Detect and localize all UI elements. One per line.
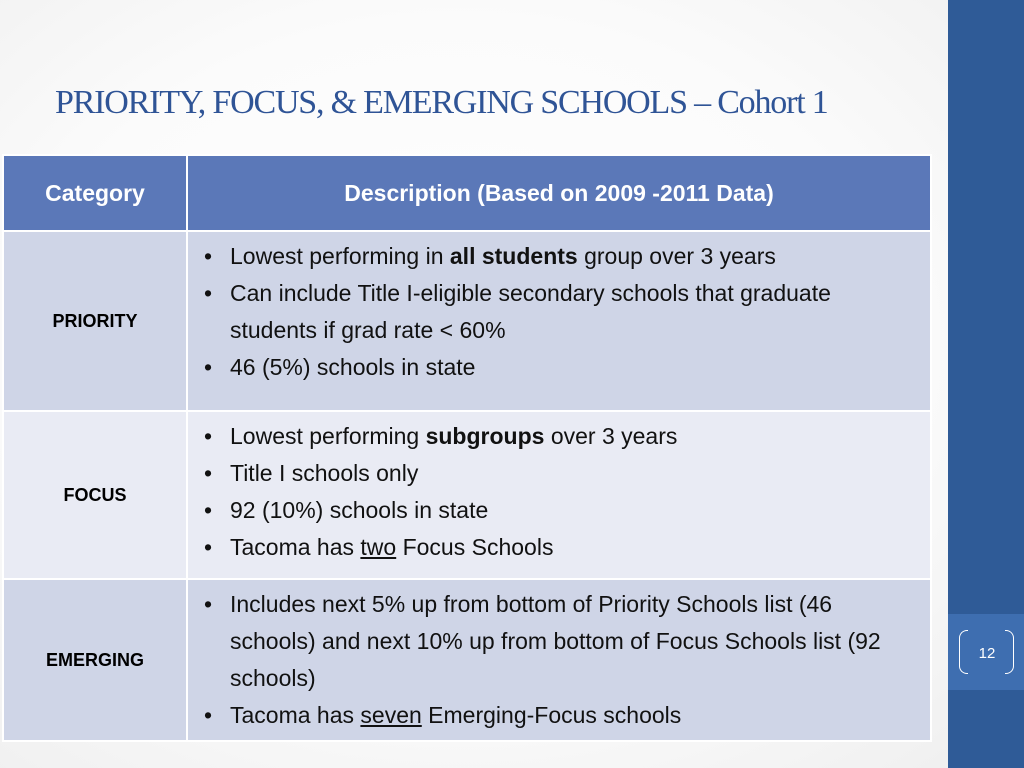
bullet-glyph: •	[204, 280, 213, 306]
bullet-item: • Can include Title I-eligible secondary …	[198, 275, 922, 349]
bullet-text: Lowest performing in	[230, 243, 450, 269]
bullet-text: Lowest performing	[230, 423, 426, 449]
bullet-item: • Lowest performing in all students group…	[198, 238, 922, 275]
bullet-text: Title I schools only	[230, 460, 419, 486]
bullet-glyph: •	[204, 354, 213, 380]
table-row-priority: PRIORITY • Lowest performing in all stude…	[2, 230, 932, 412]
bullet-underline: two	[360, 534, 397, 560]
bullet-glyph: •	[204, 534, 213, 560]
description-cell-priority: • Lowest performing in all students group…	[186, 230, 932, 412]
bullet-glyph: •	[204, 460, 213, 486]
header-category: Category	[2, 154, 188, 232]
slide-title: PRIORITY, FOCUS, & EMERGING SCHOOLS – Co…	[55, 84, 829, 121]
bullet-text: 92 (10%) schools in state	[230, 497, 489, 523]
bullet-glyph: •	[204, 702, 213, 728]
bullet-text: Includes next 5% up from bottom of Prior…	[230, 591, 881, 691]
description-cell-focus: • Lowest performing subgroups over 3 year…	[186, 410, 932, 580]
description-cell-emerging: • Includes next 5% up from bottom of Prio…	[186, 578, 932, 742]
bullet-item: • 92 (10%) schools in state	[198, 492, 922, 529]
bullet-emphasis: subgroups	[425, 423, 545, 449]
bullet-list-emerging: • Includes next 5% up from bottom of Prio…	[198, 586, 922, 734]
bullet-text: Tacoma has	[230, 702, 361, 728]
category-table: Category Description (Based on 2009 -201…	[2, 154, 932, 742]
bullet-glyph: •	[204, 497, 213, 523]
bullet-underline: seven	[360, 702, 422, 728]
bullet-item: • Includes next 5% up from bottom of Prio…	[198, 586, 922, 697]
bullet-item: • Tacoma has two Focus Schools	[198, 529, 922, 566]
bullet-item: • Title I schools only	[198, 455, 922, 492]
bullet-item: • Lowest performing subgroups over 3 year…	[198, 418, 922, 455]
page-number-box	[948, 614, 1024, 690]
bullet-list-focus: • Lowest performing subgroups over 3 year…	[198, 418, 922, 566]
page-number-brace-left	[959, 630, 968, 674]
bullet-glyph: •	[204, 243, 213, 269]
table-row-focus: FOCUS • Lowest performing subgroups over …	[2, 410, 932, 580]
bullet-item: • 46 (5%) schools in state	[198, 349, 922, 386]
bullet-text: over 3 years	[544, 423, 678, 449]
bullet-glyph: •	[204, 591, 213, 617]
table-header-row: Category Description (Based on 2009 -201…	[2, 154, 932, 232]
bullet-text: Focus Schools	[396, 534, 554, 560]
bullet-text: group over 3 years	[577, 243, 776, 269]
page-number: 12	[978, 644, 996, 662]
bullet-text: Can include Title I-eligible secondary s…	[230, 280, 831, 343]
category-cell-emerging: EMERGING	[2, 578, 188, 742]
bullet-list-priority: • Lowest performing in all students group…	[198, 238, 922, 386]
bullet-emphasis: all students	[449, 243, 578, 269]
bullet-text: 46 (5%) schools in state	[230, 354, 476, 380]
category-cell-priority: PRIORITY	[2, 230, 188, 412]
header-description: Description (Based on 2009 -2011 Data)	[186, 154, 932, 232]
bullet-text: Emerging-Focus schools	[421, 702, 682, 728]
bullet-text: Tacoma has	[230, 534, 361, 560]
category-cell-focus: FOCUS	[2, 410, 188, 580]
table-row-emerging: EMERGING • Includes next 5% up from botto…	[2, 578, 932, 742]
bullet-item: • Tacoma has seven Emerging-Focus schools	[198, 697, 922, 734]
bullet-glyph: •	[204, 423, 213, 449]
